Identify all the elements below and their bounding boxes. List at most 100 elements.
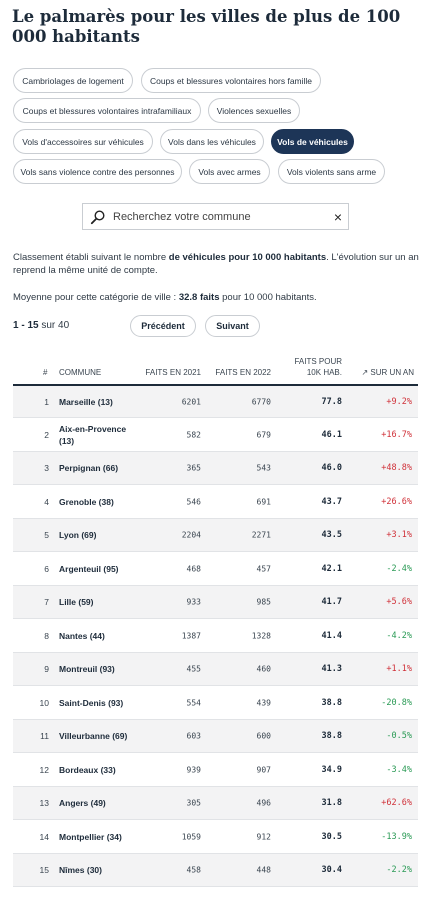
row-commune: Montreuil (93) <box>59 664 115 674</box>
row-rank: 14 <box>39 831 49 842</box>
commune-search-input[interactable] <box>113 208 323 226</box>
row-commune: Angers (49) <box>59 798 106 808</box>
row-rate: 46.0 <box>321 463 342 473</box>
row-evolution: +26.6% <box>381 496 412 507</box>
header-2022[interactable]: FAITS EN 2022 <box>215 368 271 377</box>
row-rank: 7 <box>44 597 49 607</box>
row-rank: 8 <box>44 630 49 641</box>
row-commune: Nantes (44) <box>59 630 105 641</box>
row-rate: 38.8 <box>321 731 342 741</box>
category-average: Moyenne pour cette catégorie de ville : … <box>13 292 317 303</box>
row-rate: 38.8 <box>321 697 342 708</box>
table-row[interactable]: 13 Angers (49) 305 496 31.8 +62.6% <box>13 787 418 820</box>
table-row[interactable]: 5 Lyon (69) 2204 2271 43.5 +3.1% <box>13 519 418 552</box>
table-row[interactable]: 10 Saint-Denis (93) 554 439 38.8 -20.8% <box>13 686 418 720</box>
row-facts-2022: 6770 <box>251 397 271 406</box>
table-row[interactable]: 14 Montpellier (34) 1059 912 30.5 -13.9% <box>13 820 418 854</box>
row-facts-2021: 554 <box>186 698 201 707</box>
row-evolution: +62.6% <box>381 798 412 808</box>
filter-pill-vols-dans-vehicules[interactable]: Vols dans les véhicules <box>160 129 264 154</box>
row-rate: 30.4 <box>321 865 342 875</box>
next-button[interactable]: Suivant <box>205 315 260 337</box>
row-facts-2021: 933 <box>186 597 201 607</box>
row-facts-2021: 1387 <box>181 631 201 640</box>
filter-pill-violences-sexuelles[interactable]: Violences sexuelles <box>208 98 300 123</box>
filter-pill-vols-accessoires[interactable]: Vols d'accessoires sur véhicules <box>13 129 153 154</box>
row-facts-2021: 455 <box>186 664 201 674</box>
filter-pill-vols-avec-armes[interactable]: Vols avec armes <box>189 159 270 184</box>
row-rank: 15 <box>39 865 49 875</box>
row-commune: Villeurbanne (69) <box>59 731 128 741</box>
row-facts-2022: 448 <box>256 865 271 875</box>
row-evolution: -3.4% <box>386 764 412 775</box>
row-evolution: +3.1% <box>386 530 412 540</box>
row-facts-2021: 458 <box>186 865 201 875</box>
row-facts-2022: 907 <box>256 765 271 774</box>
row-rank: 5 <box>44 530 49 540</box>
row-facts-2022: 543 <box>256 463 271 473</box>
table-row[interactable]: 15 Nîmes (30) 458 448 30.4 -2.2% <box>13 854 418 887</box>
header-rate[interactable]: FAITS POUR 10K HAB. <box>294 357 342 377</box>
table-row[interactable]: 6 Argenteuil (95) 468 457 42.1 -2.4% <box>13 552 418 586</box>
row-evolution: -0.5% <box>386 731 412 741</box>
row-rank: 12 <box>39 764 49 775</box>
row-facts-2022: 2271 <box>251 530 271 540</box>
filter-pill-vols-sans-violence[interactable]: Vols sans violence contre des personnes <box>13 159 182 184</box>
row-evolution: -4.2% <box>386 630 412 641</box>
table-row[interactable]: 3 Perpignan (66) 365 543 46.0 +48.8% <box>13 452 418 485</box>
header-evolution[interactable]: ↗ SUR UN AN <box>361 368 415 377</box>
row-evolution: -2.4% <box>386 563 412 574</box>
row-facts-2022: 457 <box>256 564 271 573</box>
row-commune: Perpignan (66) <box>59 463 119 473</box>
row-evolution: -2.2% <box>386 865 412 875</box>
row-facts-2021: 305 <box>186 798 201 808</box>
row-facts-2021: 603 <box>186 731 201 741</box>
row-commune: Bordeaux (33) <box>59 764 116 775</box>
filter-pill-cambriolages[interactable]: Cambriolages de logement <box>13 68 133 93</box>
commune-search-box[interactable]: × <box>82 203 349 230</box>
clear-icon[interactable]: × <box>333 209 342 225</box>
row-facts-2022: 1328 <box>251 631 271 640</box>
row-commune: Argenteuil (95) <box>59 563 119 574</box>
row-facts-2021: 6201 <box>181 397 201 406</box>
row-rate: 77.8 <box>321 396 342 407</box>
table-row[interactable]: 12 Bordeaux (33) 939 907 34.9 -3.4% <box>13 753 418 787</box>
row-evolution: -20.8% <box>381 697 412 708</box>
row-rank: 2 <box>44 429 49 440</box>
row-facts-2021: 546 <box>186 497 201 506</box>
row-commune: Nîmes (30) <box>59 865 102 875</box>
row-facts-2021: 2204 <box>181 530 201 540</box>
table-row[interactable]: 8 Nantes (44) 1387 1328 41.4 -4.2% <box>13 619 418 653</box>
row-rank: 6 <box>44 563 49 574</box>
row-rate: 31.8 <box>321 798 342 808</box>
row-rate: 43.7 <box>321 496 342 507</box>
row-facts-2021: 939 <box>186 765 201 774</box>
table-row[interactable]: 11 Villeurbanne (69) 603 600 38.8 -0.5% <box>13 720 418 753</box>
header-commune[interactable]: COMMUNE <box>59 368 102 377</box>
row-commune: Grenoble (38) <box>59 496 114 507</box>
row-evolution: +1.1% <box>386 664 412 674</box>
row-rate: 30.5 <box>321 831 342 842</box>
filter-pill-vols-de-vehicules[interactable]: Vols de véhicules <box>271 129 354 154</box>
header-2021[interactable]: FAITS EN 2021 <box>145 368 201 377</box>
table-row[interactable]: 1 Marseille (13) 6201 6770 77.8 +9.2% <box>13 386 418 418</box>
row-evolution: +16.7% <box>381 429 412 440</box>
row-evolution: +48.8% <box>381 463 412 473</box>
table-row[interactable]: 2 Aix-en-Provence (13) 582 679 46.1 +16.7% <box>13 418 418 452</box>
header-rank: # <box>43 368 48 377</box>
row-commune: Saint-Denis (93) <box>59 697 124 708</box>
filter-pill-coups-intrafamiliaux[interactable]: Coups et blessures volontaires intrafami… <box>13 98 201 123</box>
previous-button[interactable]: Précédent <box>130 315 196 337</box>
table-row[interactable]: 4 Grenoble (38) 546 691 43.7 +26.6% <box>13 485 418 519</box>
row-evolution: +5.6% <box>386 597 412 607</box>
row-rank: 1 <box>44 396 49 407</box>
filter-pill-coups-hors-famille[interactable]: Coups et blessures volontaires hors fami… <box>141 68 321 93</box>
row-commune: Aix-en-Provence (13) <box>59 423 127 446</box>
table-row[interactable]: 7 Lille (59) 933 985 41.7 +5.6% <box>13 586 418 619</box>
row-facts-2022: 439 <box>256 698 271 707</box>
table-row[interactable]: 9 Montreuil (93) 455 460 41.3 +1.1% <box>13 653 418 686</box>
row-facts-2022: 912 <box>256 832 271 841</box>
row-facts-2021: 468 <box>186 564 201 573</box>
filter-pill-vols-violents-sans-arme[interactable]: Vols violents sans arme <box>278 159 385 184</box>
pagination-range: 1 - 15 sur 40 <box>13 320 70 331</box>
